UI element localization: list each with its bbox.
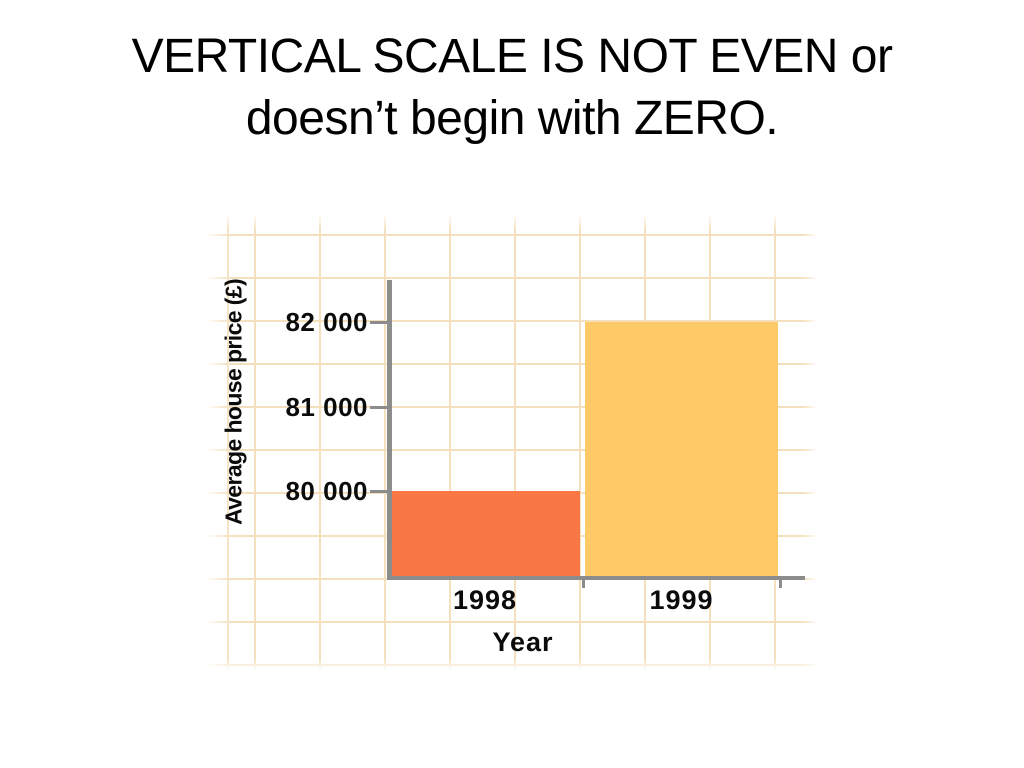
x-axis-title: Year xyxy=(492,627,554,657)
x-axis-line xyxy=(387,576,805,580)
bar-1998 xyxy=(390,491,580,576)
bars-layer xyxy=(205,213,817,671)
y-tick-label: 80 000 xyxy=(285,476,368,507)
y-axis-title: Average house price (£) xyxy=(220,278,247,526)
x-tick-mark xyxy=(779,580,782,588)
bar-1999 xyxy=(585,322,778,576)
y-tick-label: 81 000 xyxy=(285,391,368,422)
slide-title-line-1: VERTICAL SCALE IS NOT EVEN or xyxy=(131,30,893,83)
x-category-label-1999: 1999 xyxy=(649,585,714,615)
y-axis-line xyxy=(387,280,392,580)
x-tick-mark xyxy=(582,580,585,588)
slide-title-line-2: doesn’t begin with ZERO. xyxy=(245,92,779,145)
y-tick-label: 82 000 xyxy=(285,307,368,338)
y-tick-mark xyxy=(370,321,387,325)
slide-title: VERTICAL SCALE IS NOT EVEN or doesn’t be… xyxy=(0,26,1024,150)
y-tick-mark xyxy=(370,405,387,409)
bar-chart: 80 000 81 000 82 000 1998 1999 Average hous… xyxy=(205,213,817,671)
x-category-label-1998: 1998 xyxy=(452,585,518,615)
y-tick-mark xyxy=(370,490,387,494)
